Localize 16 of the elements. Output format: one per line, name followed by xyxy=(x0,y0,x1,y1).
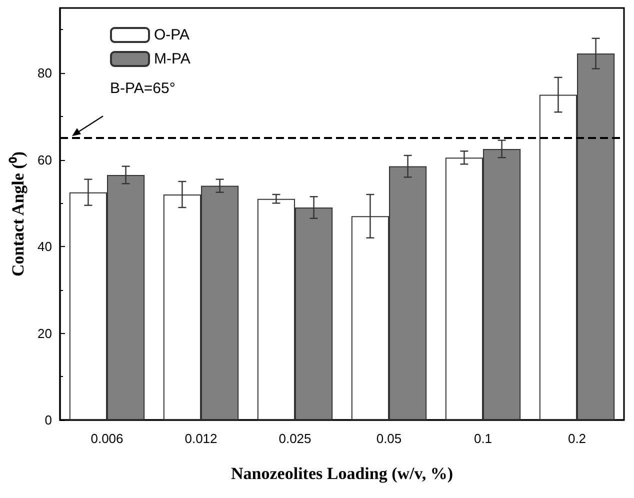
x-axis-title: Nanozeolites Loading (w/v, %) xyxy=(231,464,453,483)
x-tick-label: 0.05 xyxy=(376,431,402,446)
y-tick-label: 40 xyxy=(38,239,52,254)
x-tick-label: 0.1 xyxy=(474,431,492,446)
y-tick-label: 80 xyxy=(38,66,52,81)
y-axis-title: Contact Angle (⁰) xyxy=(8,152,28,276)
legend-label: O-PA xyxy=(154,26,190,44)
x-tick-label: 0.012 xyxy=(184,431,218,446)
y-tick-label: 60 xyxy=(38,152,52,168)
ref-line-label: B-PA=65° xyxy=(110,80,176,98)
y-tick-label: 0 xyxy=(44,412,52,428)
x-tick-label: 0.006 xyxy=(90,431,124,446)
x-tick-label: 0.2 xyxy=(568,431,586,446)
x-tick-label: 0.025 xyxy=(278,431,312,446)
legend-label: M-PA xyxy=(154,50,190,68)
y-tick-label: 20 xyxy=(38,326,52,341)
